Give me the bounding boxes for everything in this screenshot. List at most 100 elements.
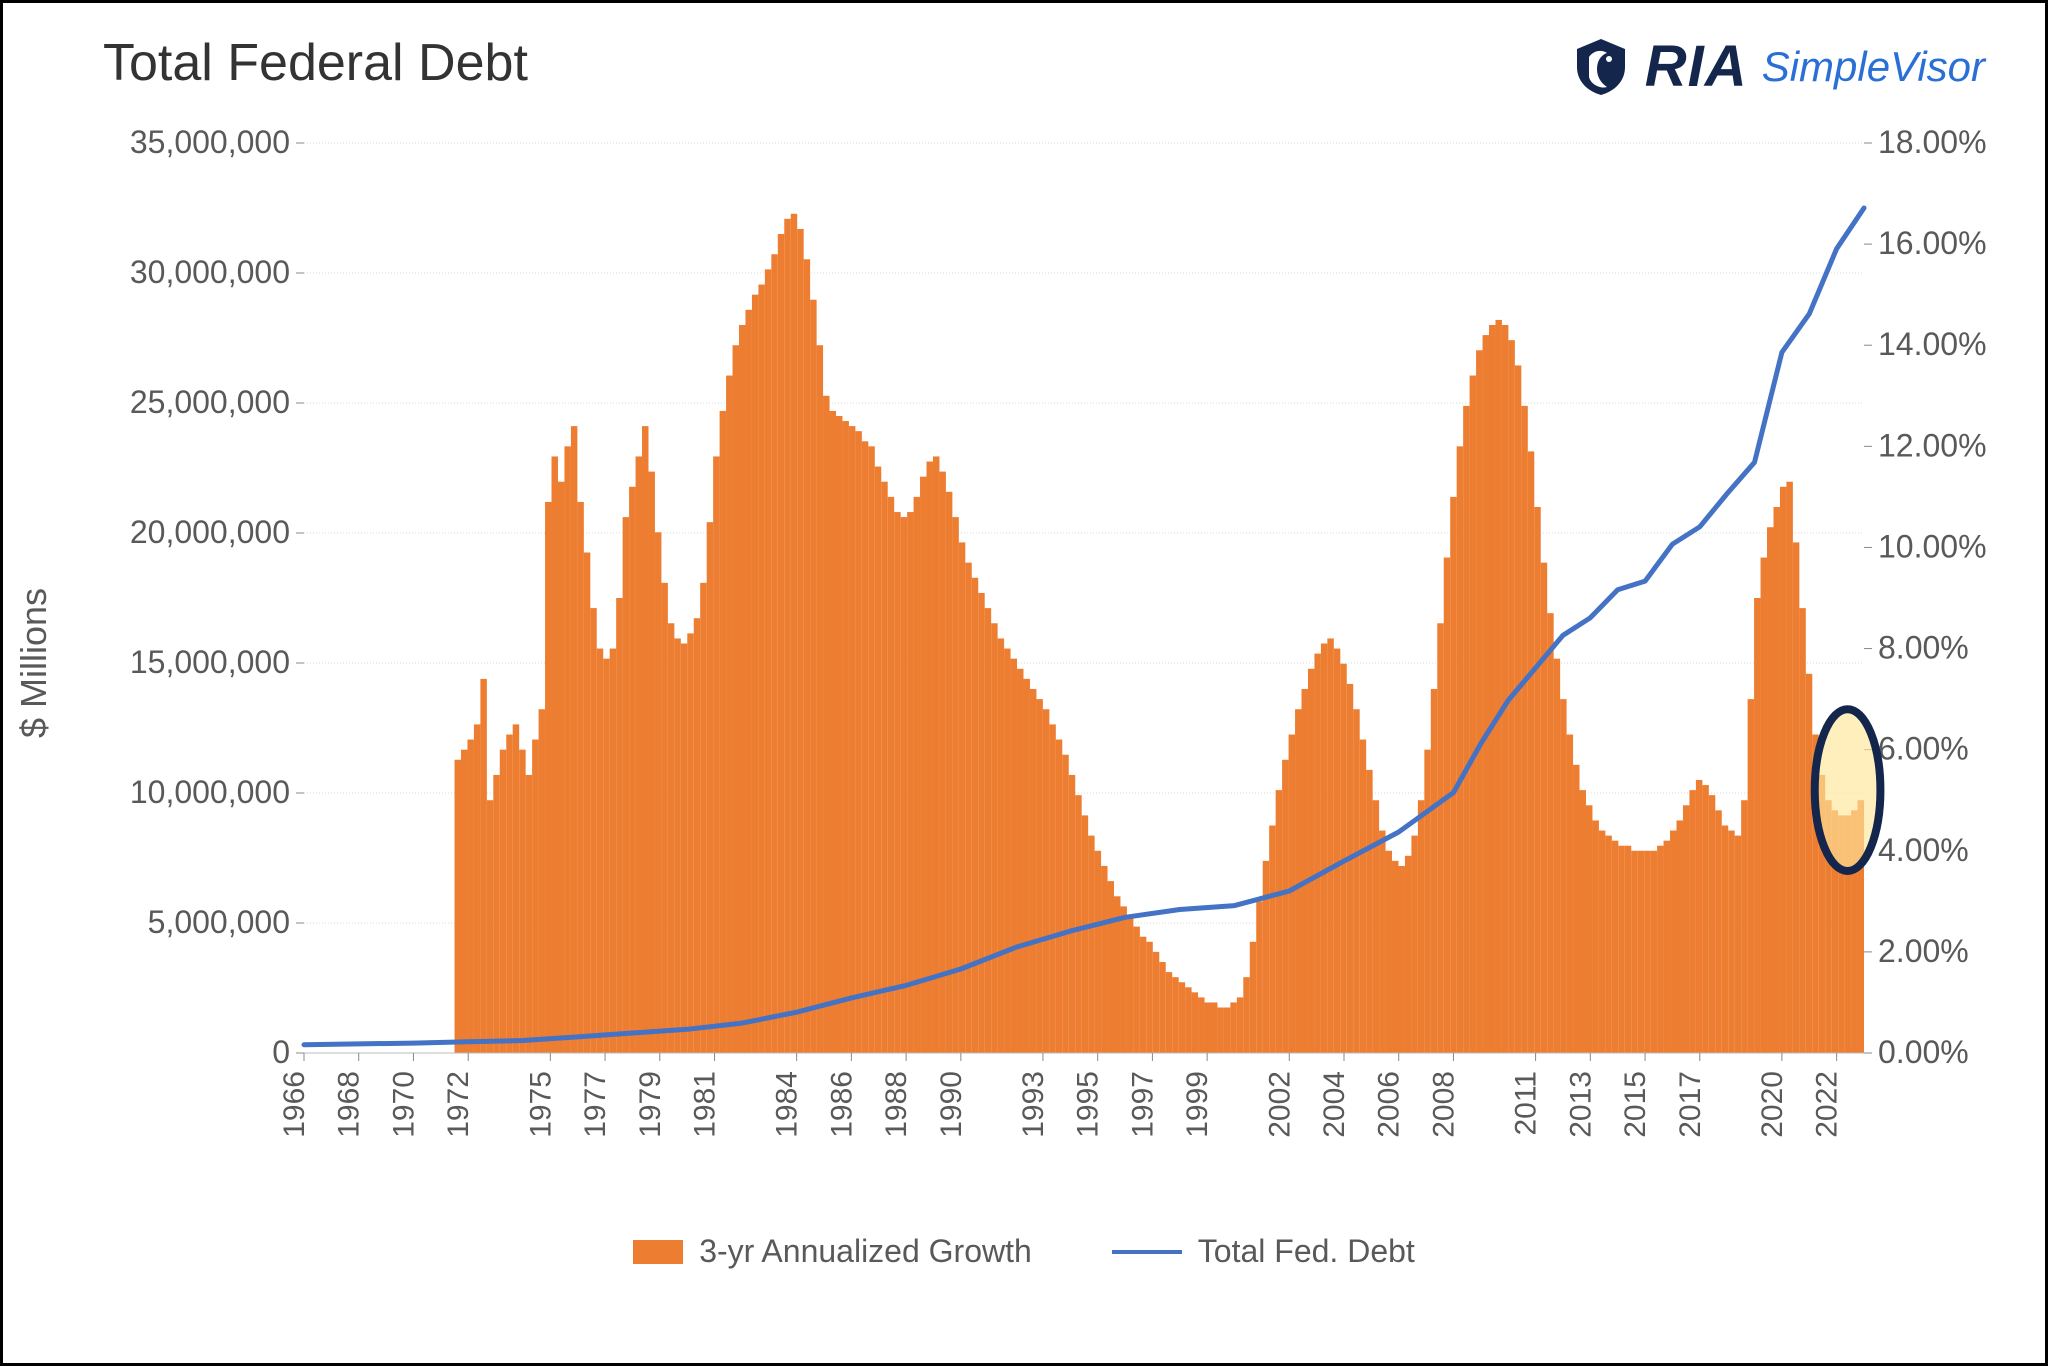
y-left-tick-label: 25,000,000 bbox=[130, 384, 290, 420]
bar bbox=[1470, 376, 1476, 1053]
bar bbox=[461, 750, 467, 1053]
x-tick-label: 1972 bbox=[442, 1071, 475, 1138]
bar bbox=[1276, 790, 1282, 1053]
bar bbox=[1683, 805, 1689, 1053]
bar bbox=[1528, 451, 1534, 1053]
bar bbox=[1263, 861, 1269, 1053]
bar bbox=[1043, 709, 1049, 1053]
bar bbox=[771, 254, 777, 1053]
bar bbox=[1444, 558, 1450, 1053]
bar bbox=[519, 750, 525, 1053]
bar bbox=[493, 775, 499, 1053]
bar bbox=[1373, 800, 1379, 1053]
bar bbox=[1534, 507, 1540, 1053]
bar bbox=[1761, 558, 1767, 1053]
bar bbox=[985, 608, 991, 1053]
y-left-tick-label: 15,000,000 bbox=[130, 644, 290, 680]
legend-item-bar: 3-yr Annualized Growth bbox=[633, 1233, 1032, 1270]
bar bbox=[655, 532, 661, 1053]
bar bbox=[681, 644, 687, 1054]
bar bbox=[552, 456, 558, 1053]
bar bbox=[564, 446, 570, 1053]
x-tick-label: 2017 bbox=[1674, 1071, 1707, 1138]
bar bbox=[1101, 866, 1107, 1053]
bar bbox=[1702, 785, 1708, 1053]
bar bbox=[791, 214, 797, 1053]
bar bbox=[467, 740, 473, 1053]
bar bbox=[1004, 649, 1010, 1053]
legend-bar-label: 3-yr Annualized Growth bbox=[699, 1233, 1032, 1270]
bar bbox=[1677, 820, 1683, 1053]
x-tick-label: 1979 bbox=[634, 1071, 667, 1138]
bar bbox=[1741, 800, 1747, 1053]
bar bbox=[1612, 841, 1618, 1053]
bar bbox=[1075, 795, 1081, 1053]
bar bbox=[1308, 669, 1314, 1053]
bar bbox=[1224, 1008, 1230, 1054]
bar bbox=[804, 259, 810, 1053]
bar bbox=[532, 740, 538, 1053]
bar bbox=[455, 760, 461, 1053]
bar bbox=[959, 542, 965, 1053]
y-right-tick-label: 6.00% bbox=[1878, 731, 1969, 767]
bar bbox=[1418, 800, 1424, 1053]
bar bbox=[1120, 906, 1126, 1053]
bar bbox=[810, 300, 816, 1053]
bar bbox=[616, 598, 622, 1053]
y-left-tick-label: 20,000,000 bbox=[130, 514, 290, 550]
bar bbox=[1243, 977, 1249, 1053]
bar bbox=[1379, 831, 1385, 1053]
x-tick-label: 1968 bbox=[333, 1071, 366, 1138]
ria-shield-icon bbox=[1571, 37, 1631, 97]
bar bbox=[1405, 856, 1411, 1053]
bar bbox=[1605, 836, 1611, 1053]
bar bbox=[1036, 699, 1042, 1053]
bar bbox=[558, 482, 564, 1053]
bar bbox=[1483, 335, 1489, 1053]
bar bbox=[1023, 679, 1029, 1053]
bar bbox=[674, 638, 680, 1053]
bar bbox=[1398, 866, 1404, 1053]
bar bbox=[1179, 982, 1185, 1053]
y-left-tick-label: 10,000,000 bbox=[130, 774, 290, 810]
header-row: Total Federal Debt RIA SimpleVisor bbox=[43, 23, 2005, 113]
bar bbox=[1217, 1008, 1223, 1054]
bar bbox=[1049, 724, 1055, 1053]
bar bbox=[1735, 836, 1741, 1053]
bar bbox=[778, 234, 784, 1053]
bar bbox=[1056, 740, 1062, 1053]
x-tick-label: 2013 bbox=[1564, 1071, 1597, 1138]
bar bbox=[1166, 972, 1172, 1053]
bar bbox=[1715, 810, 1721, 1053]
x-tick-label: 1988 bbox=[880, 1071, 913, 1138]
bar bbox=[855, 431, 861, 1053]
bar bbox=[1463, 406, 1469, 1053]
bar bbox=[991, 623, 997, 1053]
bar bbox=[1657, 846, 1663, 1053]
bar bbox=[1192, 992, 1198, 1053]
bar bbox=[1437, 623, 1443, 1053]
bar bbox=[500, 750, 506, 1053]
bar bbox=[1282, 760, 1288, 1053]
bar bbox=[526, 775, 532, 1053]
bar bbox=[1754, 598, 1760, 1053]
x-tick-label: 1995 bbox=[1072, 1071, 1105, 1138]
bar bbox=[823, 396, 829, 1053]
ria-logo-text: RIA bbox=[1645, 33, 1748, 100]
bar bbox=[1185, 987, 1191, 1053]
bar bbox=[1095, 851, 1101, 1053]
bar bbox=[881, 482, 887, 1053]
bar bbox=[1644, 851, 1650, 1053]
bar bbox=[1347, 684, 1353, 1053]
bar bbox=[939, 472, 945, 1053]
bar bbox=[1521, 406, 1527, 1053]
bar bbox=[1495, 320, 1501, 1053]
x-tick-label: 1966 bbox=[278, 1071, 311, 1138]
bar bbox=[1541, 563, 1547, 1053]
bar bbox=[1450, 497, 1456, 1053]
bar bbox=[1250, 942, 1256, 1053]
bar bbox=[862, 441, 868, 1053]
bar bbox=[642, 426, 648, 1053]
bar bbox=[1793, 542, 1799, 1053]
bar bbox=[700, 583, 706, 1053]
